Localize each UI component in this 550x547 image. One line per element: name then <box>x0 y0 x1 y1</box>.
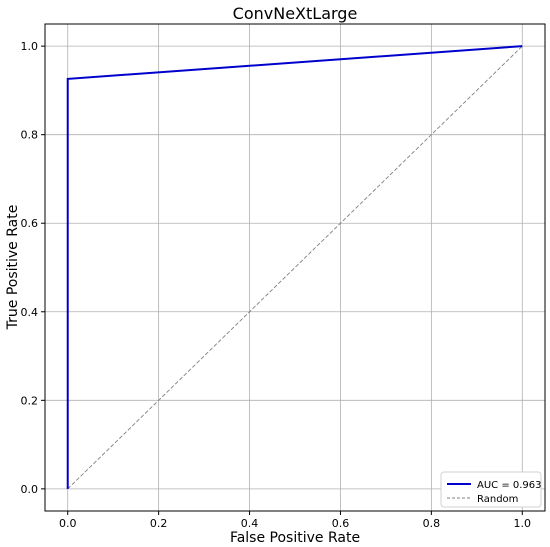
y-axis-title: True Positive Rate <box>5 205 21 331</box>
grid <box>45 24 545 511</box>
x-axis-title: False Positive Rate <box>230 530 360 546</box>
y-tick-label: 1.0 <box>21 40 39 53</box>
legend-entries: AUC = 0.963 Random <box>447 480 542 505</box>
legend-box <box>440 471 542 508</box>
chart-title: ConvNeXtLarge <box>233 4 358 23</box>
plot-frame <box>44 23 546 512</box>
y-tick-label: 0.8 <box>21 129 39 142</box>
legend-label: AUC = 0.963 <box>477 480 542 491</box>
x-tick-label: 0.8 <box>423 517 441 530</box>
x-tick-label: 0.6 <box>332 517 350 530</box>
x-tick-label: 1.0 <box>514 517 532 530</box>
x-tick-label: 0.2 <box>150 517 168 530</box>
legend: AUC = 0.963 Random <box>440 471 542 508</box>
x-tick-label: 0.0 <box>59 517 77 530</box>
x-axis: 0.0 0.2 0.4 0.6 0.8 1.0 <box>59 511 531 530</box>
y-tick-label: 0.4 <box>21 306 39 319</box>
y-tick-label: 0.2 <box>21 394 39 407</box>
x-tick-label: 0.4 <box>241 517 259 530</box>
y-axis: 0.0 0.2 0.4 0.6 0.8 1.0 <box>21 40 45 496</box>
random-baseline-line <box>67 45 523 490</box>
legend-label: Random <box>477 494 518 505</box>
series-layer <box>66 45 523 490</box>
y-tick-label: 0.0 <box>21 483 39 496</box>
roc-curve-line <box>66 45 523 489</box>
y-tick-label: 0.6 <box>21 217 39 230</box>
